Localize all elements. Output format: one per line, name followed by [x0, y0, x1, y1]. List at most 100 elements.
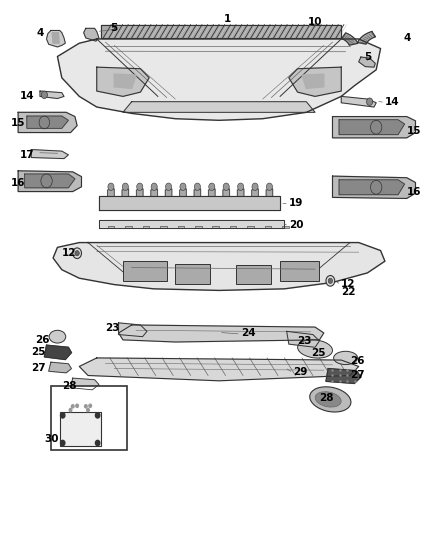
Circle shape — [237, 183, 244, 190]
Bar — [125, 225, 132, 228]
Polygon shape — [44, 345, 71, 360]
Polygon shape — [332, 117, 416, 138]
Ellipse shape — [315, 392, 341, 407]
Text: 26: 26 — [350, 356, 364, 366]
Text: 22: 22 — [341, 287, 356, 297]
Text: 25: 25 — [311, 348, 325, 358]
Polygon shape — [359, 57, 375, 67]
Ellipse shape — [298, 340, 332, 358]
Text: 5: 5 — [110, 23, 118, 34]
Bar — [177, 225, 184, 228]
Polygon shape — [99, 220, 285, 228]
Text: 23: 23 — [106, 323, 120, 333]
Circle shape — [108, 183, 114, 190]
Circle shape — [87, 408, 89, 411]
Circle shape — [209, 183, 215, 190]
Circle shape — [85, 405, 87, 408]
Circle shape — [326, 276, 335, 286]
Circle shape — [223, 183, 229, 190]
Bar — [212, 225, 219, 228]
Polygon shape — [289, 67, 341, 96]
Polygon shape — [339, 180, 405, 195]
Bar — [101, 25, 341, 38]
Polygon shape — [165, 189, 172, 196]
Polygon shape — [208, 189, 215, 196]
Circle shape — [328, 278, 332, 284]
Text: 27: 27 — [350, 370, 364, 381]
Text: 5: 5 — [364, 52, 371, 61]
Circle shape — [41, 91, 47, 99]
Ellipse shape — [310, 387, 351, 412]
Circle shape — [71, 405, 74, 408]
Text: 14: 14 — [385, 96, 399, 107]
Text: 1: 1 — [224, 14, 231, 25]
Ellipse shape — [334, 351, 357, 365]
Polygon shape — [101, 25, 341, 38]
Bar — [175, 264, 210, 284]
Text: 19: 19 — [289, 198, 303, 208]
Circle shape — [69, 408, 72, 411]
Polygon shape — [53, 243, 385, 290]
Bar — [160, 225, 166, 228]
Polygon shape — [18, 171, 81, 191]
Text: 4: 4 — [36, 28, 44, 38]
Circle shape — [60, 413, 65, 418]
Polygon shape — [332, 176, 416, 198]
Polygon shape — [302, 74, 324, 88]
Ellipse shape — [49, 330, 66, 343]
Circle shape — [367, 98, 373, 106]
Text: 15: 15 — [11, 118, 25, 128]
Polygon shape — [25, 174, 75, 188]
Text: 10: 10 — [308, 17, 322, 27]
Bar — [283, 225, 289, 228]
Polygon shape — [342, 33, 358, 45]
Polygon shape — [252, 189, 258, 196]
Text: 26: 26 — [35, 335, 50, 345]
Bar — [280, 261, 319, 281]
Bar — [230, 225, 237, 228]
Bar — [51, 386, 127, 450]
Circle shape — [89, 404, 92, 407]
Bar — [237, 265, 272, 284]
Circle shape — [95, 440, 100, 446]
Text: 15: 15 — [407, 126, 421, 136]
Polygon shape — [237, 189, 244, 196]
Polygon shape — [151, 189, 157, 196]
Bar — [123, 261, 166, 281]
Text: 24: 24 — [241, 328, 255, 338]
Text: 12: 12 — [341, 279, 356, 288]
Text: 12: 12 — [62, 248, 76, 257]
Polygon shape — [137, 189, 143, 196]
Polygon shape — [123, 102, 315, 112]
Text: 16: 16 — [11, 177, 25, 188]
Polygon shape — [122, 189, 129, 196]
Text: 27: 27 — [31, 362, 46, 373]
Polygon shape — [27, 116, 68, 128]
Polygon shape — [341, 96, 376, 107]
Polygon shape — [49, 362, 71, 373]
Circle shape — [151, 183, 157, 190]
Polygon shape — [84, 28, 99, 41]
Polygon shape — [326, 368, 361, 383]
Text: 4: 4 — [403, 33, 410, 43]
Polygon shape — [46, 30, 65, 47]
Polygon shape — [287, 332, 319, 348]
Text: 14: 14 — [20, 91, 34, 101]
Polygon shape — [358, 31, 375, 44]
Polygon shape — [79, 358, 359, 381]
Text: 30: 30 — [44, 434, 59, 445]
Polygon shape — [266, 189, 273, 196]
Circle shape — [76, 404, 78, 407]
Circle shape — [73, 248, 81, 259]
Polygon shape — [114, 74, 136, 88]
Polygon shape — [99, 196, 280, 209]
Circle shape — [252, 183, 258, 190]
Polygon shape — [119, 323, 147, 337]
Polygon shape — [339, 120, 405, 135]
Polygon shape — [31, 150, 68, 159]
Circle shape — [166, 183, 172, 190]
Text: 29: 29 — [293, 367, 307, 377]
Bar — [108, 225, 114, 228]
Circle shape — [266, 183, 272, 190]
Polygon shape — [223, 189, 230, 196]
